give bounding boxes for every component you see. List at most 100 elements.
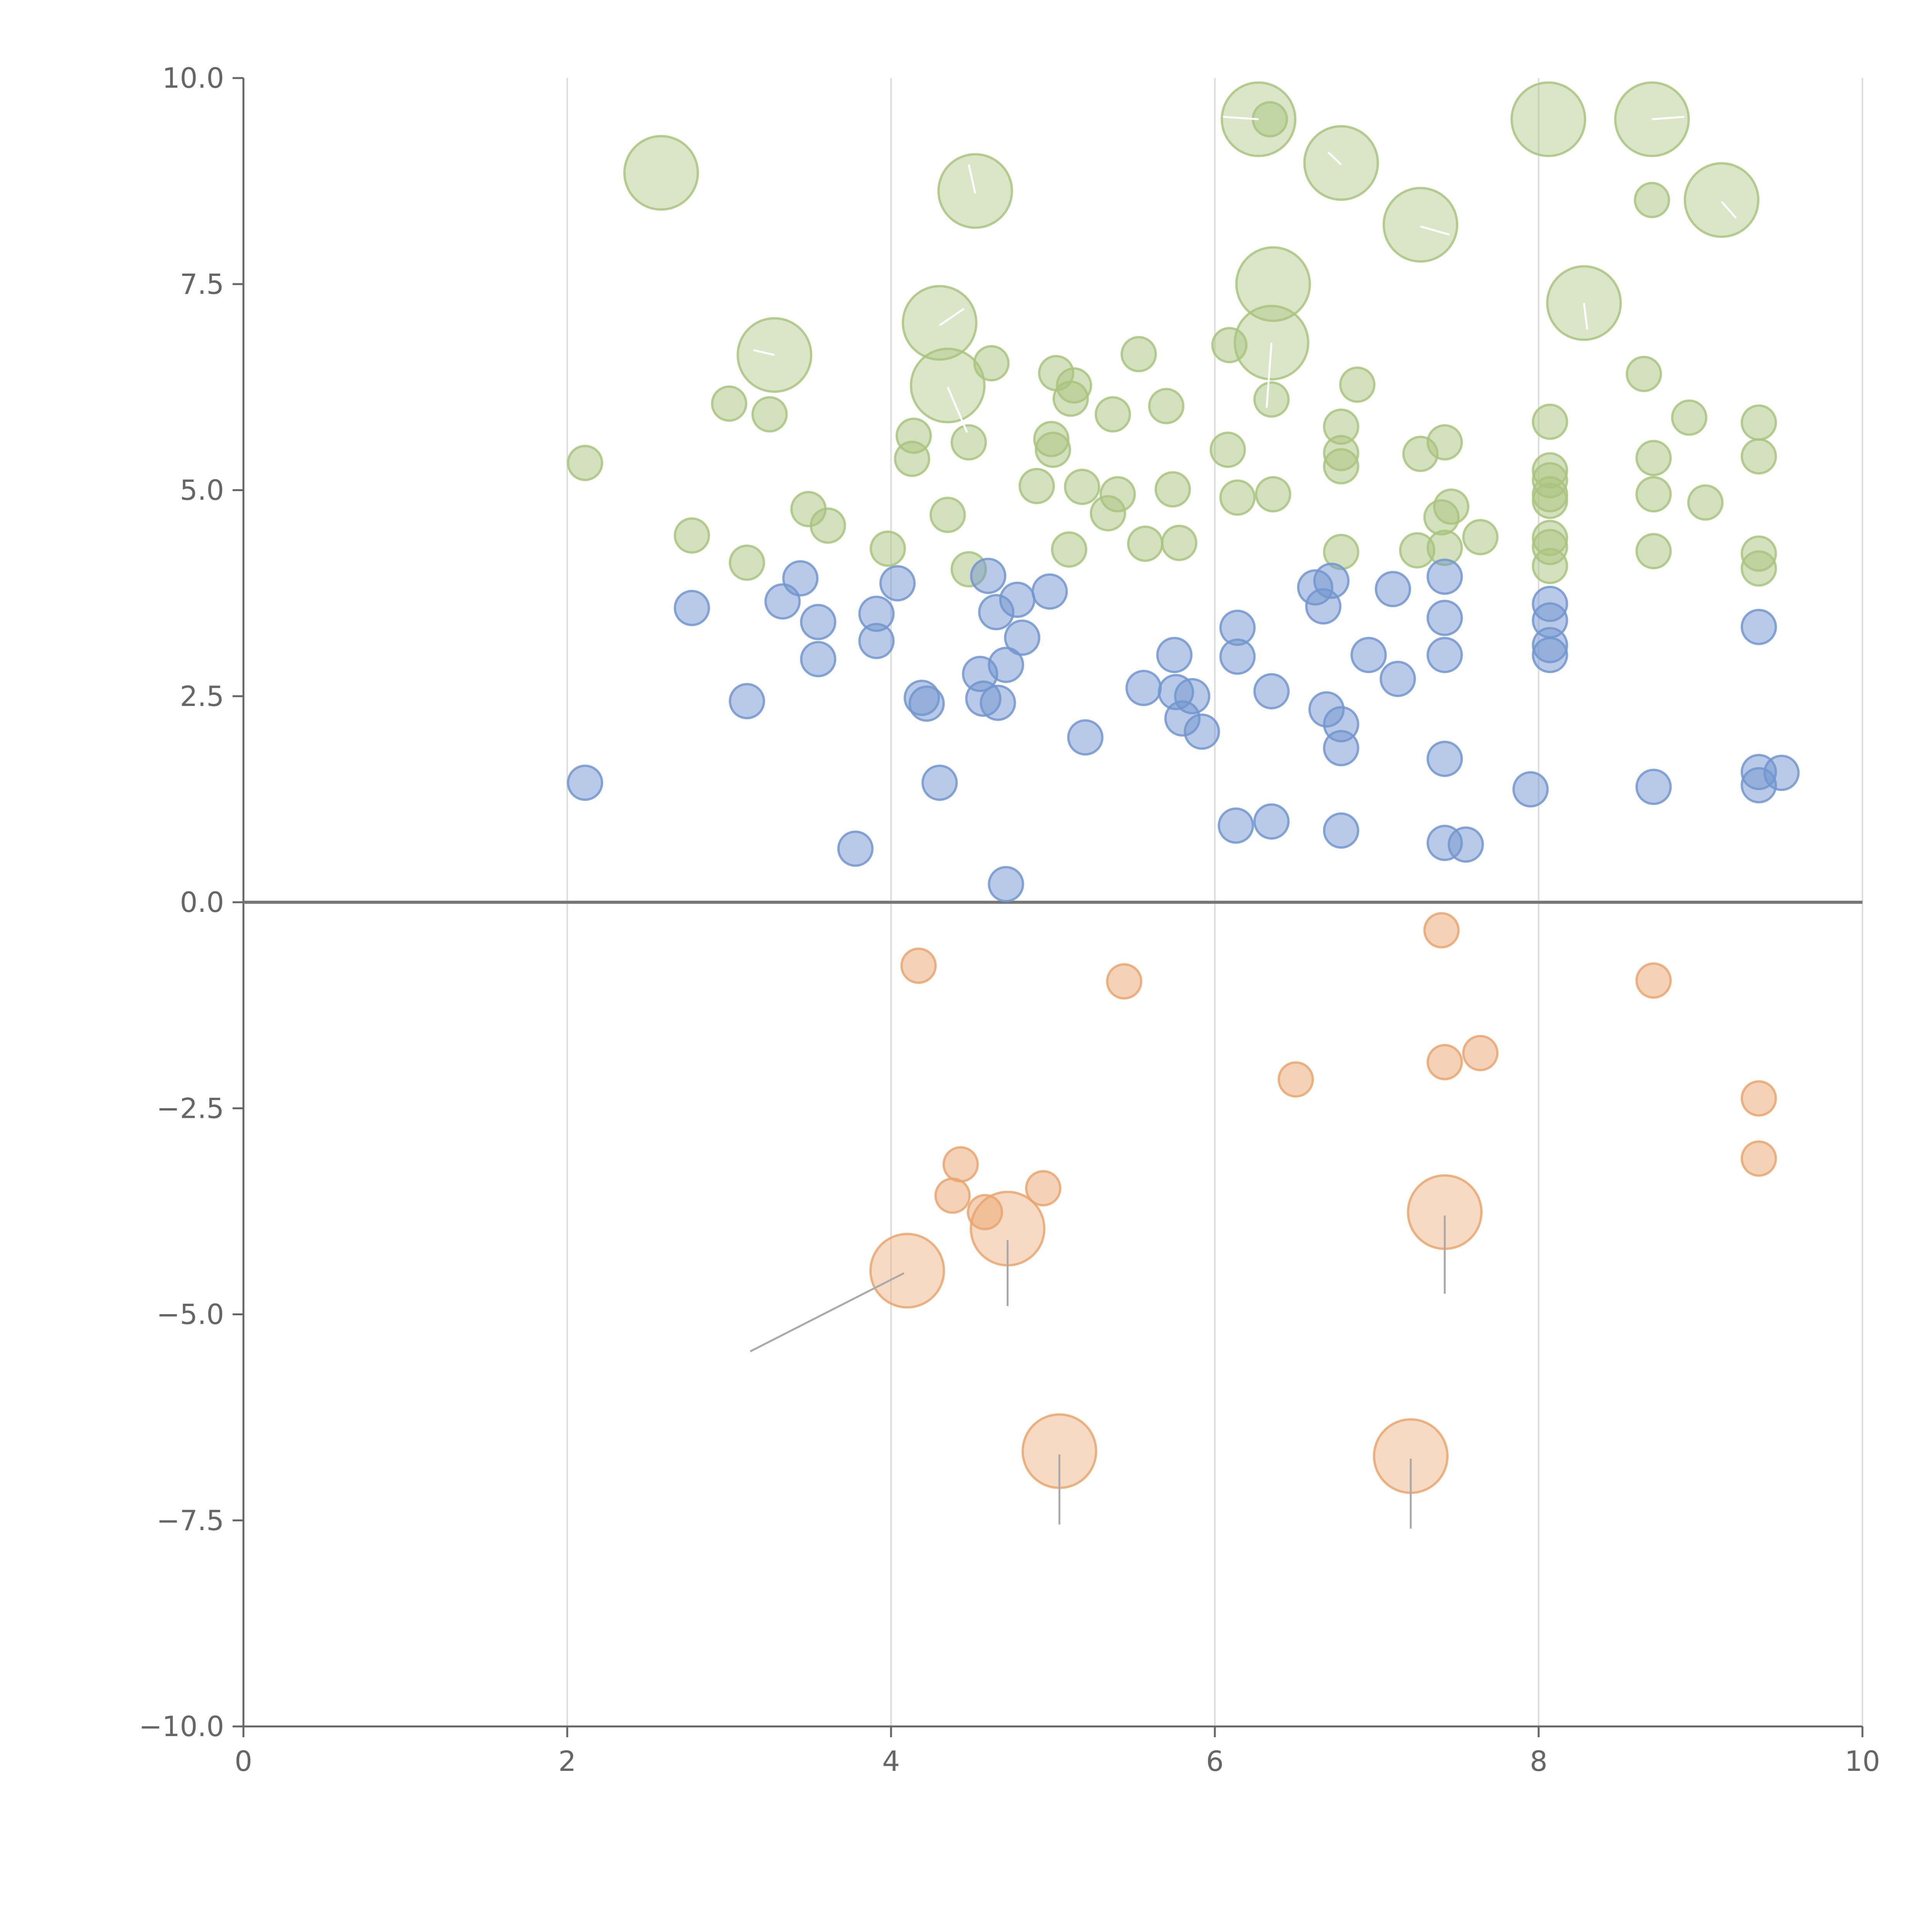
- data-point-green: [1635, 476, 1672, 513]
- data-point-blue: [1031, 573, 1068, 610]
- data-point-orange: [1277, 1061, 1314, 1098]
- data-point-blue: [567, 764, 604, 801]
- data-point-orange: [1740, 1080, 1777, 1117]
- data-point-green: [973, 345, 1010, 382]
- data-point-orange: [1635, 962, 1672, 999]
- data-point-green: [1095, 396, 1131, 433]
- data-point-blue: [1426, 637, 1463, 673]
- data-point-blue: [800, 604, 837, 640]
- leader-line-white: [1721, 201, 1737, 219]
- data-point-orange: [1462, 1035, 1499, 1071]
- data-point-green: [567, 445, 604, 481]
- data-point-blue: [1350, 637, 1387, 673]
- data-point-green: [901, 285, 978, 361]
- data-point-orange: [1740, 1140, 1777, 1177]
- data-point-green: [1626, 355, 1662, 392]
- leader-line-white: [968, 164, 976, 194]
- data-point-orange: [869, 1233, 945, 1309]
- x-tick-label: 8: [1530, 1745, 1548, 1777]
- y-tick-label: 0.0: [180, 886, 224, 918]
- data-point-blue: [1156, 637, 1193, 673]
- x-tick-label: 6: [1206, 1745, 1224, 1777]
- data-point-blue: [800, 641, 837, 677]
- data-point-blue: [988, 646, 1024, 683]
- data-point-green: [1426, 424, 1463, 461]
- leader-line-white: [939, 308, 964, 326]
- data-point-blue: [1374, 571, 1411, 607]
- data-point-green: [1510, 81, 1587, 157]
- data-point-blue: [1447, 826, 1484, 863]
- data-point-blue: [1763, 755, 1800, 791]
- data-point-green: [1051, 531, 1087, 568]
- data-point-green: [1634, 182, 1670, 218]
- data-point-green: [1035, 431, 1071, 468]
- data-point-green: [1532, 483, 1568, 519]
- data-point-green: [1671, 399, 1708, 436]
- axes: 0 2 4 6 8 10 −10.0 −7.5 −5.0 −2.5 0.0 2.5 5.0 7.5 10.0: [139, 62, 1880, 1777]
- leader-line-white: [947, 386, 968, 433]
- data-point-green: [1740, 438, 1777, 475]
- y-tick-label: −5.0: [156, 1298, 224, 1331]
- data-point-green: [1687, 484, 1724, 521]
- data-point-blue: [1323, 730, 1359, 767]
- data-point-blue: [988, 866, 1024, 903]
- data-point-green: [1635, 533, 1672, 570]
- data-point-green: [1462, 519, 1499, 556]
- data-point-green: [1019, 468, 1055, 504]
- data-point-green: [1339, 366, 1376, 403]
- leader-line-white: [1652, 116, 1685, 121]
- leader-line-white: [1223, 116, 1259, 121]
- data-points: [567, 81, 1800, 1494]
- leader-line: [750, 1272, 905, 1352]
- data-point-green: [910, 347, 986, 423]
- data-point-blue: [837, 830, 874, 867]
- data-point-green: [951, 424, 987, 461]
- data-point-blue: [908, 685, 945, 722]
- data-point-orange: [1423, 912, 1460, 949]
- data-point-green: [729, 544, 765, 581]
- data-point-blue: [1426, 558, 1463, 595]
- y-tick-label: −2.5: [156, 1092, 224, 1124]
- data-point-blue: [1004, 619, 1041, 656]
- data-point-green: [810, 507, 846, 544]
- data-point-blue: [1426, 740, 1463, 777]
- y-tick-label: 7.5: [180, 268, 224, 300]
- data-point-green: [1161, 525, 1197, 561]
- data-point-blue: [1174, 678, 1211, 714]
- data-point-green: [1155, 471, 1191, 508]
- data-point-green: [1740, 550, 1777, 587]
- data-point-blue: [858, 622, 895, 659]
- data-point-blue: [1313, 563, 1350, 599]
- x-tick-label: 0: [235, 1745, 252, 1777]
- data-point-green: [623, 135, 699, 211]
- y-tick-label: −7.5: [156, 1504, 224, 1537]
- data-point-orange: [967, 1194, 1003, 1231]
- data-point-blue: [1635, 769, 1672, 805]
- data-point-green: [869, 530, 906, 567]
- x-tick-label: 10: [1845, 1745, 1880, 1777]
- data-point-green: [1235, 246, 1311, 322]
- data-point-green: [1090, 495, 1126, 532]
- data-point-green: [1532, 548, 1568, 584]
- data-point-blue: [879, 565, 916, 602]
- data-point-green: [1433, 488, 1469, 525]
- data-point-green: [1253, 381, 1290, 418]
- leader-line-white: [753, 349, 775, 356]
- y-tick-label: 2.5: [180, 680, 224, 713]
- data-point-blue: [1125, 670, 1162, 706]
- x-tick-label: 4: [882, 1745, 900, 1777]
- data-point-green: [1211, 327, 1248, 364]
- data-point-green: [1053, 380, 1089, 417]
- data-point-blue: [1253, 673, 1290, 709]
- data-point-blue: [1219, 638, 1256, 675]
- data-point-green: [1064, 468, 1100, 505]
- data-point-green: [1219, 479, 1256, 516]
- y-tick-label: 10.0: [162, 62, 224, 94]
- leader-line-white: [1327, 151, 1342, 165]
- data-point-orange: [1426, 1044, 1463, 1080]
- data-point-green: [1303, 125, 1379, 201]
- data-point-green: [1383, 187, 1459, 263]
- data-point-green: [929, 497, 966, 533]
